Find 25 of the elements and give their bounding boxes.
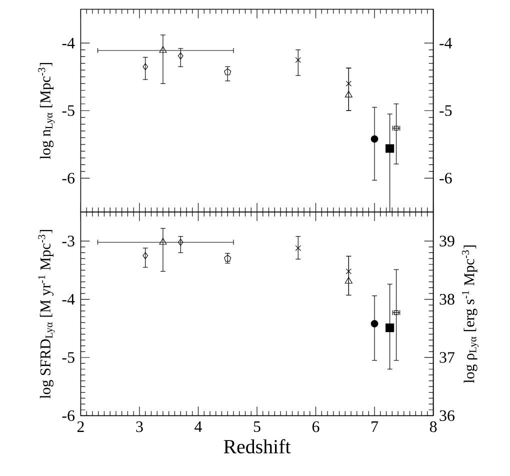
y-tick-label: -3	[62, 236, 74, 246]
y-tick-label: -5	[62, 105, 74, 116]
x-tick-label: 3	[136, 421, 143, 432]
x-tick-label: 5	[254, 421, 260, 432]
y2-tick-label: 38	[440, 294, 454, 305]
y-axis-title: log n$_{Lyα}$ [Mpc$^{-3}$]	[38, 62, 55, 160]
y2-tick-label: 36	[440, 410, 454, 422]
y2-tick-label: 37	[440, 352, 454, 363]
y2-tick-label: -4	[440, 38, 452, 48]
y2-tick-label: -6	[440, 172, 452, 184]
x-tick-label: 8	[430, 421, 437, 432]
y-tick-label: -5	[62, 352, 74, 363]
y-tick-label: -6	[62, 410, 75, 422]
x-axis-title: Redshift	[224, 439, 291, 454]
y-axis-title: log SFRD$_{Lyα}$ [M yr$^{-1}$ Mpc$^{-3}$]	[38, 230, 55, 399]
x-tick-label: 6	[312, 421, 320, 432]
y-tick-label: -6	[62, 172, 75, 184]
x-tick-label: 4	[194, 421, 202, 432]
x-tick-label: 2	[77, 421, 84, 432]
y2-tick-label: 39	[440, 236, 454, 246]
y2-axis-title: log ρ$_{Lyα}$ [erg s$^{-1}$ Mpc$^{-3}$]	[462, 246, 479, 383]
x-tick-label: 7	[372, 421, 378, 432]
y2-tick-label: -5	[440, 105, 452, 116]
y-tick-label: -4	[62, 294, 75, 305]
y-tick-label: -4	[62, 38, 75, 48]
